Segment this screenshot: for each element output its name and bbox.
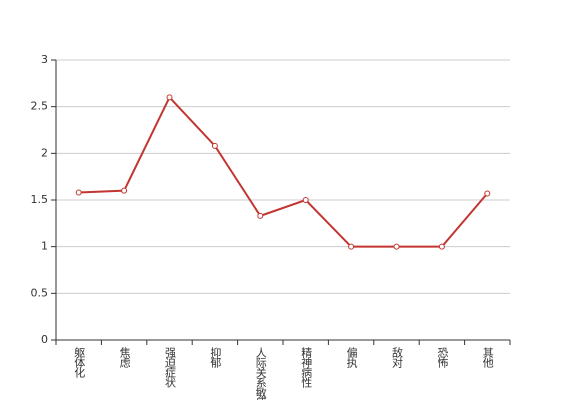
x-tick-label: 偏执 bbox=[345, 346, 358, 369]
point bbox=[302, 197, 309, 203]
point bbox=[393, 243, 400, 250]
x-tick-label: 恐怖 bbox=[436, 347, 449, 368]
point bbox=[166, 94, 173, 101]
point bbox=[348, 243, 355, 250]
point bbox=[121, 187, 128, 194]
point bbox=[257, 212, 264, 219]
x-tick-label: 焦虑 bbox=[118, 347, 131, 368]
y-tick-label: 1.5 bbox=[31, 193, 49, 206]
point bbox=[484, 190, 491, 197]
point bbox=[211, 142, 218, 149]
point bbox=[75, 189, 82, 196]
x-tick-label: 敌对 bbox=[391, 346, 404, 368]
x-tick-label: 其他 bbox=[481, 347, 494, 368]
y-tick-label: 2.5 bbox=[31, 100, 49, 113]
y-tick-label: 2 bbox=[41, 146, 48, 159]
x-tick-label: 抑郁 bbox=[209, 346, 222, 368]
line bbox=[78, 95, 489, 248]
y-tick-label: 1 bbox=[41, 240, 48, 253]
y-tick-label: 0 bbox=[41, 333, 48, 346]
x-tick-label: 强迫症状 bbox=[164, 347, 177, 388]
x-tick-label: 精神病性 bbox=[300, 347, 313, 389]
y-tick-label: 3 bbox=[41, 53, 48, 66]
point bbox=[438, 243, 445, 250]
x-tick-label: 躯体化 bbox=[73, 347, 86, 379]
y-tick-label: 0.5 bbox=[31, 286, 49, 299]
x-tick-label: 人际关系敏感 bbox=[254, 347, 267, 400]
